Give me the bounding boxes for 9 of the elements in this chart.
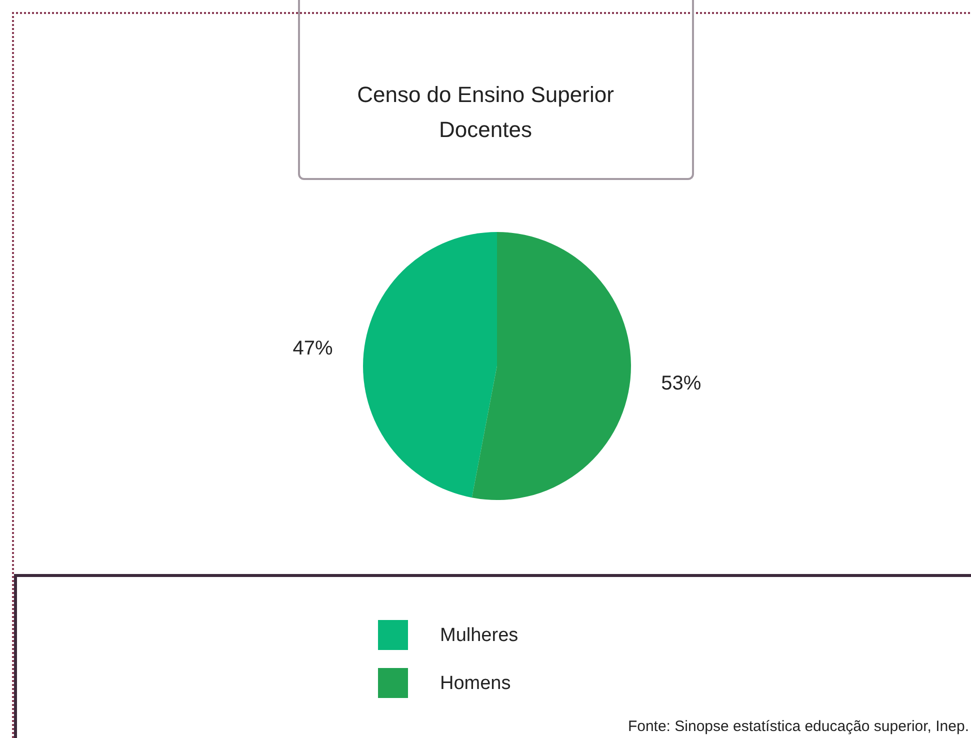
- pie-slice: [363, 232, 497, 498]
- text: Docentes: [439, 117, 532, 142]
- data-label: 47%: [292, 338, 334, 360]
- legend-label: Mulheres: [440, 625, 518, 646]
- legend-label: Homens: [440, 673, 511, 694]
- pie-slice: [472, 232, 631, 500]
- text: Censo do Ensino Superior: [357, 82, 614, 107]
- source-note: Fonte: Sinopse estatística educação superior, Inep.: [628, 718, 969, 735]
- data-label: 53%: [661, 372, 702, 394]
